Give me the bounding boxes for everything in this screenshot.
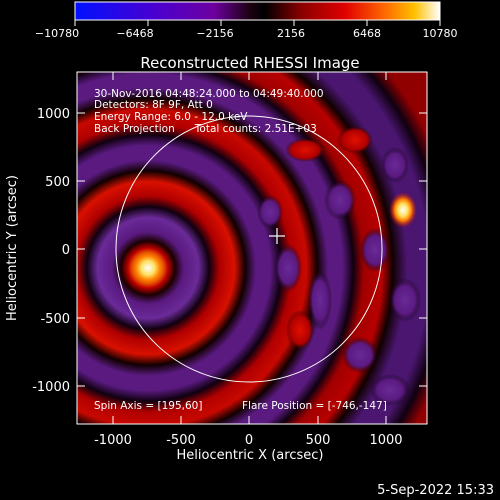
colorbar-tick-label: −6468: [116, 27, 153, 40]
y-tick-label: -500: [40, 312, 70, 327]
info-detectors: Detectors: 8F 9F, Att 0: [94, 99, 213, 111]
rhessi-image: [77, 72, 427, 424]
y-axis-label: Heliocentric Y (arcsec): [5, 175, 20, 321]
y-tick-label: -1000: [32, 380, 70, 395]
x-tick-label: 0: [245, 433, 253, 448]
flare-source: [128, 248, 168, 288]
colorbar: −10780 −6468 −2156 2156 6468 10780: [35, 1, 458, 40]
colorbar-gradient: [74, 1, 441, 21]
axis-ticks: [77, 72, 427, 424]
colorbar-tick-label: −2156: [196, 27, 233, 40]
colorbar-tick-label: 2156: [277, 27, 305, 40]
spin-axis-label: Spin Axis = [195,60]: [94, 400, 202, 412]
info-time-range: 30-Nov-2016 04:48:24.000 to 04:49:40.000: [94, 88, 324, 100]
y-tick-label: 0: [62, 243, 70, 258]
x-tick-label: 1000: [369, 433, 402, 448]
y-tick-label: 500: [45, 175, 70, 190]
y-tick-label: 1000: [37, 107, 70, 122]
info-energy-range: Energy Range: 6.0 - 12.0 keV: [94, 111, 248, 123]
colorbar-tick-label: 10780: [423, 27, 458, 40]
x-tick-label: 500: [306, 433, 331, 448]
solar-limb-circle: [115, 115, 383, 383]
x-tick-label: -500: [166, 433, 196, 448]
info-method-counts: Back Projection Total counts: 2.51E+03: [94, 123, 317, 135]
flare-position-label: Flare Position = [-746,-147]: [242, 400, 387, 412]
colorbar-tick-label: 6468: [353, 27, 381, 40]
plot-title: Reconstructed RHESSI Image: [140, 54, 359, 72]
plot-frame: [76, 71, 428, 425]
x-axis-label: Heliocentric X (arcsec): [177, 448, 324, 463]
secondary-source: [389, 192, 417, 228]
colorbar-tick-label: −10780: [35, 27, 79, 40]
x-tick-label: -1000: [94, 433, 132, 448]
render-timestamp: 5-Sep-2022 15:33: [377, 483, 494, 498]
